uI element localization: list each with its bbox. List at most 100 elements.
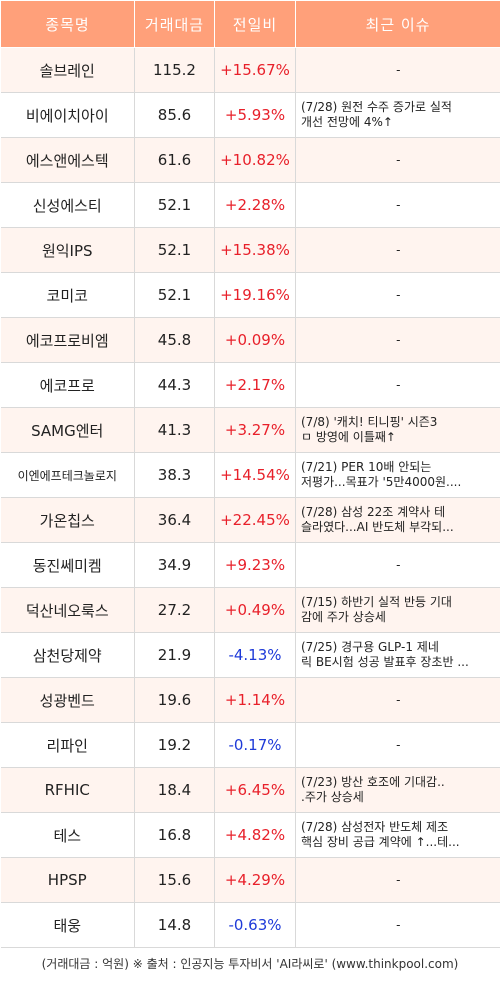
stock-name: 신성에스티	[0, 182, 135, 228]
header-volume: 거래대금	[134, 0, 215, 48]
stock-name: HPSP	[0, 857, 135, 903]
recent-issue: -	[396, 332, 401, 347]
recent-issue: -	[396, 692, 401, 707]
recent-issue: -	[396, 917, 401, 932]
stock-name: 코미코	[0, 272, 135, 318]
price-change: -0.63%	[214, 902, 296, 948]
table-row: 성광벤드 19.6 +1.14% -	[0, 677, 500, 723]
stock-name: 테스	[0, 812, 135, 858]
recent-issue: (7/15) 하반기 실적 반등 기대 감에 주가 상승세	[301, 595, 452, 624]
stock-name: 덕산네오룩스	[0, 587, 135, 633]
trade-volume: 115.2	[134, 47, 215, 93]
table-row: 신성에스티 52.1 +2.28% -	[0, 182, 500, 228]
source-footer: (거래대금 : 억원) ※ 출처 : 인공지능 투자비서 'AI라씨로' (ww…	[41, 957, 459, 971]
recent-issue: -	[396, 377, 401, 392]
table-row: 에스앤에스텍 61.6 +10.82% -	[0, 137, 500, 183]
price-change: +0.49%	[214, 587, 296, 633]
table-row: 덕산네오룩스 27.2 +0.49% (7/15) 하반기 실적 반등 기대 감에 주…	[0, 587, 500, 633]
price-change: +5.93%	[214, 92, 296, 138]
price-change: +4.29%	[214, 857, 296, 903]
table-row: 가온칩스 36.4 +22.45% (7/28) 삼성 22조 계약사 테 슬라였다.…	[0, 497, 500, 543]
trade-volume: 52.1	[134, 227, 215, 273]
trade-volume: 85.6	[134, 92, 215, 138]
stock-name: 에스앤에스텍	[0, 137, 135, 183]
trade-volume: 44.3	[134, 362, 215, 408]
table-row: RFHIC 18.4 +6.45% (7/23) 방산 호조에 기대감.. .주가 상…	[0, 767, 500, 813]
stock-name: 원익IPS	[0, 227, 135, 273]
recent-issue-cell: -	[295, 677, 500, 723]
recent-issue-cell: -	[295, 272, 500, 318]
trade-volume: 15.6	[134, 857, 215, 903]
recent-issue: (7/28) 원전 수주 증가로 실적 개선 전망에 4%↑	[301, 100, 452, 129]
recent-issue: -	[396, 152, 401, 167]
recent-issue: -	[396, 872, 401, 887]
trade-volume: 41.3	[134, 407, 215, 453]
price-change: +15.67%	[214, 47, 296, 93]
table-row: 테스 16.8 +4.82% (7/28) 삼성전자 반도체 제조 핵심 장비 공급 …	[0, 812, 500, 858]
stock-name: SAMG엔터	[0, 407, 135, 453]
recent-issue-cell: (7/28) 삼성전자 반도체 제조 핵심 장비 공급 계약에 ↑...테...	[295, 812, 500, 858]
trade-volume: 45.8	[134, 317, 215, 363]
recent-issue: (7/28) 삼성전자 반도체 제조 핵심 장비 공급 계약에 ↑...테...	[301, 820, 460, 849]
header-issue: 최근 이슈	[295, 0, 500, 48]
trade-volume: 27.2	[134, 587, 215, 633]
table-row: 리파인 19.2 -0.17% -	[0, 722, 500, 768]
trade-volume: 16.8	[134, 812, 215, 858]
trade-volume: 14.8	[134, 902, 215, 948]
price-change: +2.17%	[214, 362, 296, 408]
price-change: +1.14%	[214, 677, 296, 723]
trade-volume: 18.4	[134, 767, 215, 813]
recent-issue: (7/25) 경구용 GLP-1 제네 릭 BE시험 성공 발표후 장초반 ..…	[301, 640, 469, 669]
table-row: 에코프로비엠 45.8 +0.09% -	[0, 317, 500, 363]
trade-volume: 21.9	[134, 632, 215, 678]
table-row: 동진쎄미켐 34.9 +9.23% -	[0, 542, 500, 588]
table-row: 태웅 14.8 -0.63% -	[0, 902, 500, 948]
table-row: SAMG엔터 41.3 +3.27% (7/8) '캐치! 티니핑' 시즌3 ㅁ 방영…	[0, 407, 500, 453]
header-change: 전일비	[214, 0, 296, 48]
recent-issue-cell: -	[295, 362, 500, 408]
recent-issue-cell: -	[295, 137, 500, 183]
table-body: 솔브레인 115.2 +15.67% - 비에이치아이 85.6 +5.93% (7/28) …	[0, 47, 500, 948]
trade-volume: 38.3	[134, 452, 215, 498]
stock-name: RFHIC	[0, 767, 135, 813]
table-row: 비에이치아이 85.6 +5.93% (7/28) 원전 수주 증가로 실적 개선 전…	[0, 92, 500, 138]
stock-name: 비에이치아이	[0, 92, 135, 138]
stock-name: 동진쎄미켐	[0, 542, 135, 588]
recent-issue-cell: (7/15) 하반기 실적 반등 기대 감에 주가 상승세	[295, 587, 500, 633]
recent-issue-cell: -	[295, 857, 500, 903]
recent-issue-cell: (7/28) 원전 수주 증가로 실적 개선 전망에 4%↑	[295, 92, 500, 138]
recent-issue: -	[396, 62, 401, 77]
table-header-row: 종목명 거래대금 전일비 최근 이슈	[0, 0, 500, 48]
trade-volume: 19.2	[134, 722, 215, 768]
stock-name: 태웅	[0, 902, 135, 948]
trade-volume: 36.4	[134, 497, 215, 543]
recent-issue-cell: -	[295, 902, 500, 948]
recent-issue-cell: -	[295, 182, 500, 228]
recent-issue: -	[396, 287, 401, 302]
recent-issue: (7/8) '캐치! 티니핑' 시즌3 ㅁ 방영에 이틀째↑	[301, 415, 438, 444]
price-change: +10.82%	[214, 137, 296, 183]
trade-volume: 19.6	[134, 677, 215, 723]
recent-issue-cell: -	[295, 47, 500, 93]
table-row: 이엔에프테크놀로지 38.3 +14.54% (7/21) PER 10배 안되는 저…	[0, 452, 500, 498]
stock-name: 삼천당제약	[0, 632, 135, 678]
stock-name: 리파인	[0, 722, 135, 768]
stock-name: 솔브레인	[0, 47, 135, 93]
recent-issue: -	[396, 557, 401, 572]
trade-volume: 52.1	[134, 182, 215, 228]
recent-issue: (7/23) 방산 호조에 기대감.. .주가 상승세	[301, 775, 445, 804]
trade-volume: 52.1	[134, 272, 215, 318]
table-row: 코미코 52.1 +19.16% -	[0, 272, 500, 318]
price-change: -0.17%	[214, 722, 296, 768]
recent-issue-cell: (7/28) 삼성 22조 계약사 테 슬라였다...AI 반도체 부각되...	[295, 497, 500, 543]
recent-issue: (7/28) 삼성 22조 계약사 테 슬라였다...AI 반도체 부각되...	[301, 505, 454, 534]
stock-name: 가온칩스	[0, 497, 135, 543]
stock-table: 종목명 거래대금 전일비 최근 이슈 솔브레인 115.2 +15.67% - 비에이치…	[0, 0, 500, 948]
recent-issue-cell: (7/25) 경구용 GLP-1 제네 릭 BE시험 성공 발표후 장초반 ..…	[295, 632, 500, 678]
price-change: +19.16%	[214, 272, 296, 318]
table-row: 에코프로 44.3 +2.17% -	[0, 362, 500, 408]
recent-issue: (7/21) PER 10배 안되는 저평가...목표가 '5만4000원...…	[301, 460, 462, 489]
trade-volume: 34.9	[134, 542, 215, 588]
stock-name: 에코프로	[0, 362, 135, 408]
table-row: 삼천당제약 21.9 -4.13% (7/25) 경구용 GLP-1 제네 릭 BE시…	[0, 632, 500, 678]
